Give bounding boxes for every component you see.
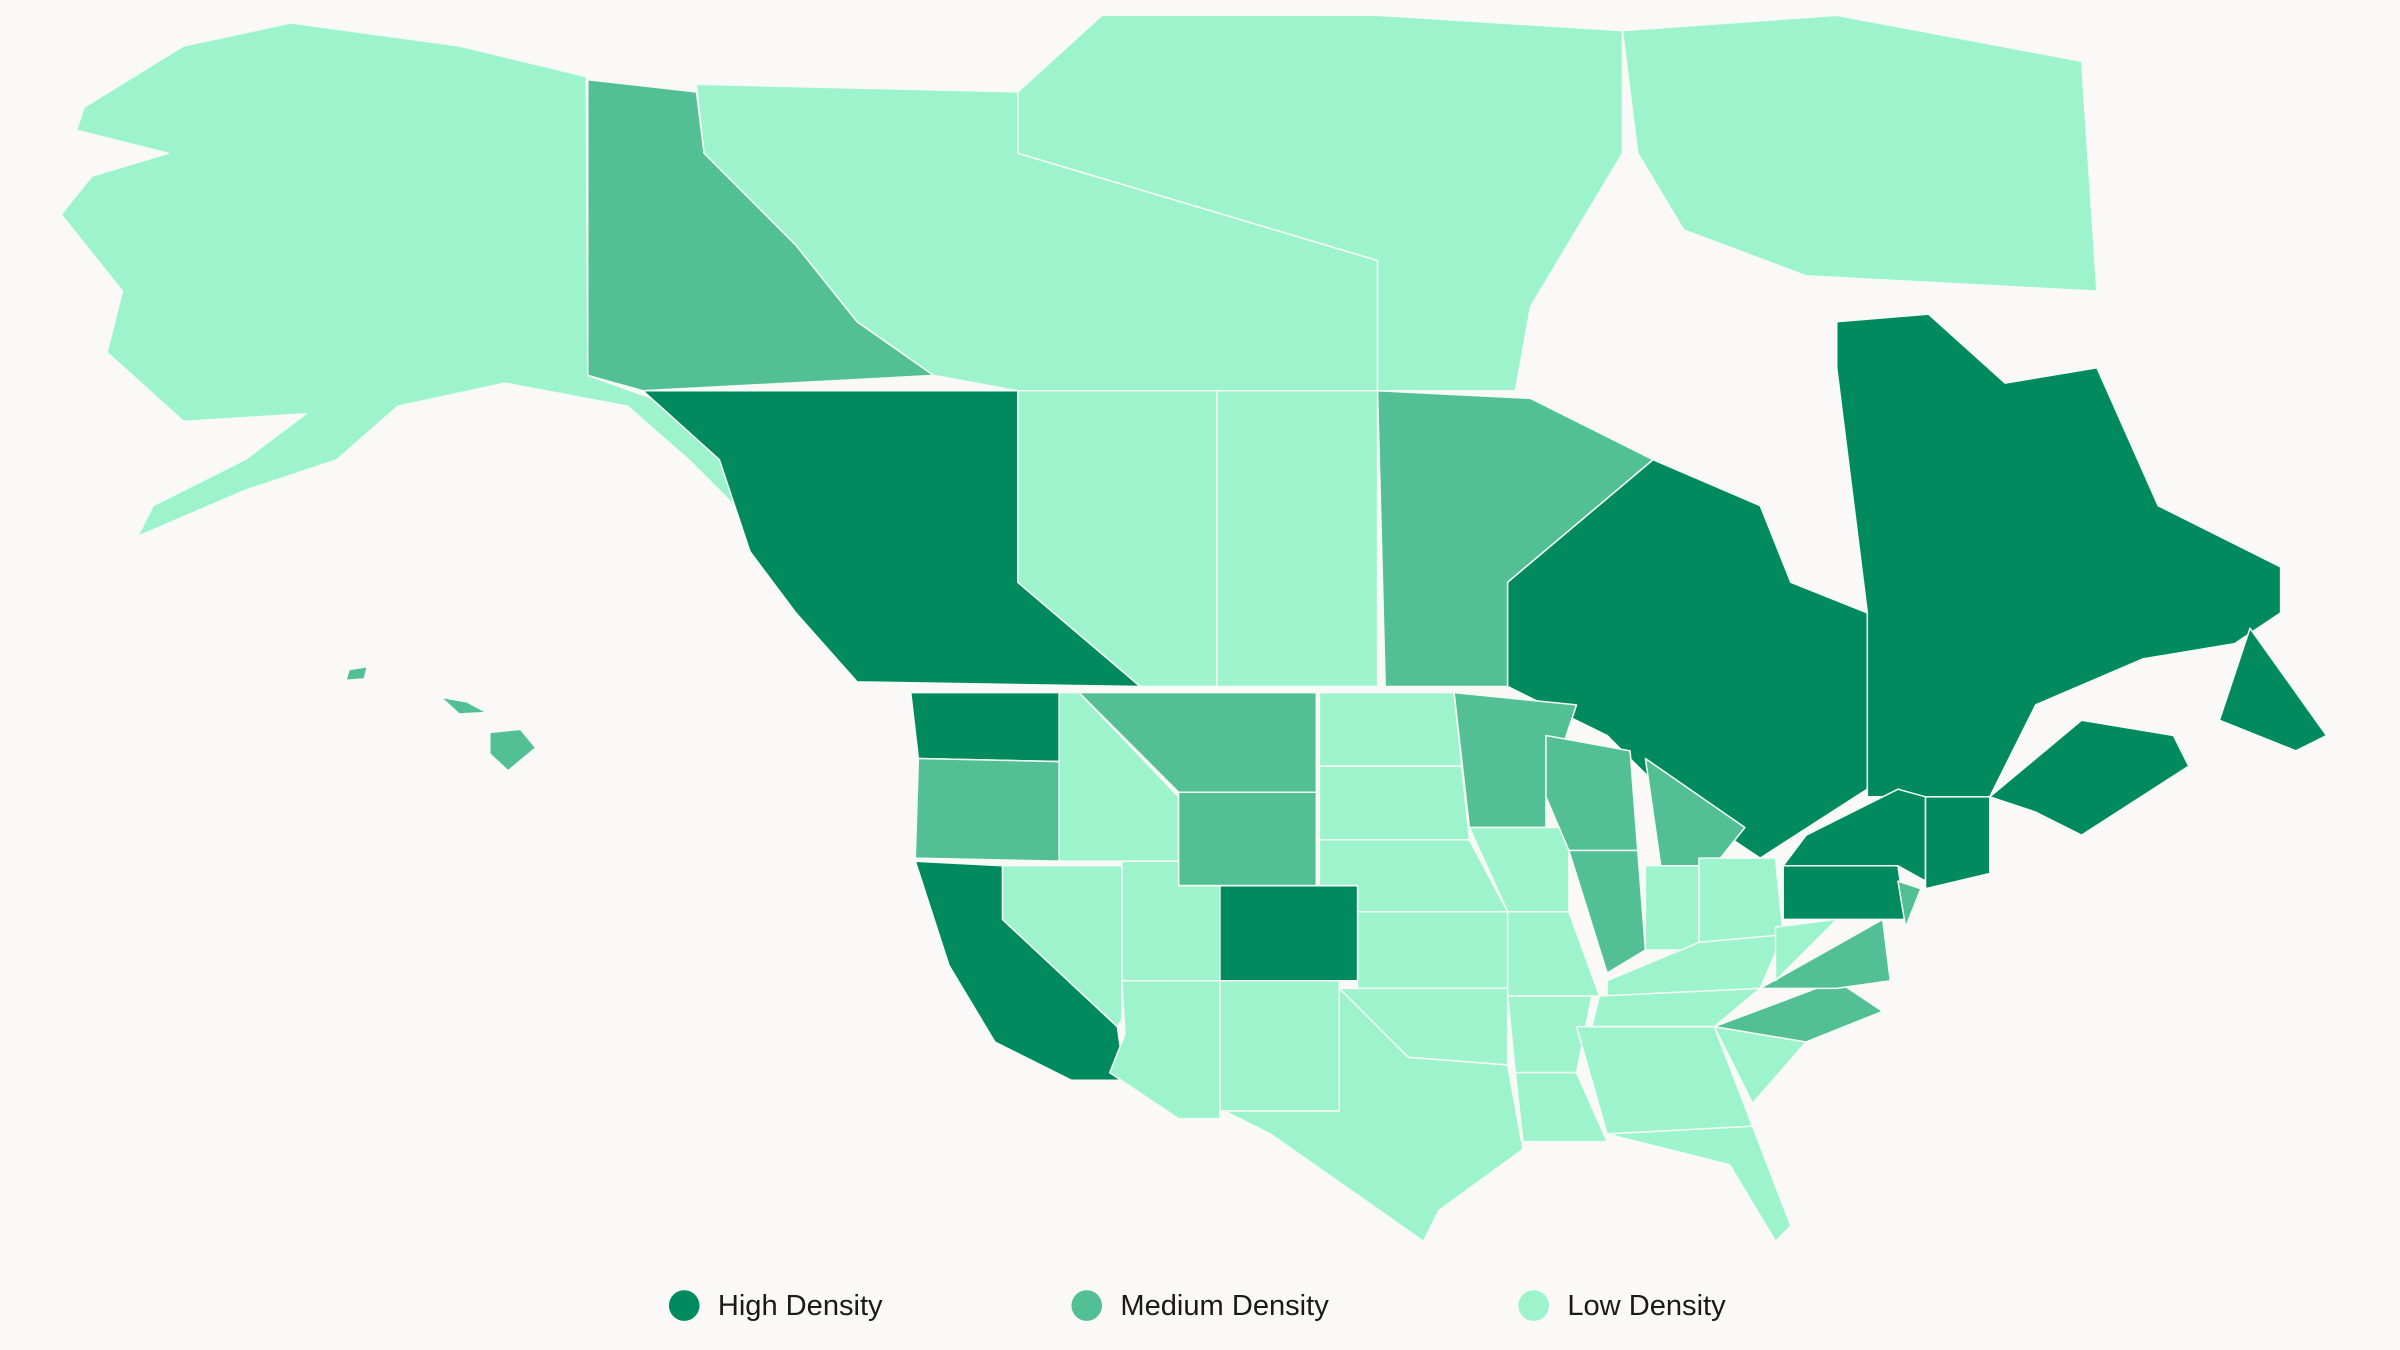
saskatchewan xyxy=(1216,389,1379,688)
newfoundland xyxy=(2218,627,2328,752)
legend-label: Medium Density xyxy=(1120,1290,1329,1322)
south-dakota xyxy=(1318,765,1471,841)
virginia xyxy=(1759,918,1892,990)
legend-swatch xyxy=(1518,1290,1549,1321)
maritimes xyxy=(1989,719,2190,836)
legend-swatch xyxy=(1071,1290,1103,1321)
indiana xyxy=(1644,865,1700,951)
texas xyxy=(1223,987,1524,1242)
new-mexico xyxy=(1219,979,1341,1112)
pennsylvania xyxy=(1782,865,1907,921)
hawaii-big xyxy=(489,728,537,772)
kentucky xyxy=(1606,933,1784,997)
florida xyxy=(1606,1125,1792,1242)
nevada xyxy=(1001,865,1123,1028)
wyoming xyxy=(1177,791,1318,887)
north-carolina xyxy=(1713,979,1884,1043)
arizona xyxy=(1108,979,1221,1120)
legend-label: High Density xyxy=(718,1290,883,1322)
arctic-islands xyxy=(1621,14,2098,292)
hawaii-west xyxy=(345,665,369,682)
hawaii-small xyxy=(440,696,488,715)
colorado xyxy=(1219,884,1359,982)
missouri xyxy=(1506,910,1601,997)
new-england xyxy=(1924,796,1991,890)
kansas xyxy=(1356,910,1509,990)
legend: High Density Medium Density Low Density xyxy=(668,1290,1726,1322)
legend-swatch xyxy=(668,1290,700,1321)
ohio xyxy=(1698,857,1784,944)
quebec xyxy=(1835,313,2282,798)
north-dakota xyxy=(1318,691,1463,767)
regions xyxy=(60,14,2328,1242)
new-jersey xyxy=(1897,880,1922,928)
nunavut xyxy=(1017,14,1624,392)
louisiana xyxy=(1514,1071,1608,1143)
legend-label: Low Density xyxy=(1567,1290,1726,1322)
west-virginia xyxy=(1774,918,1838,982)
washington xyxy=(909,691,1060,763)
oregon xyxy=(914,757,1060,862)
alberta xyxy=(1017,389,1218,688)
